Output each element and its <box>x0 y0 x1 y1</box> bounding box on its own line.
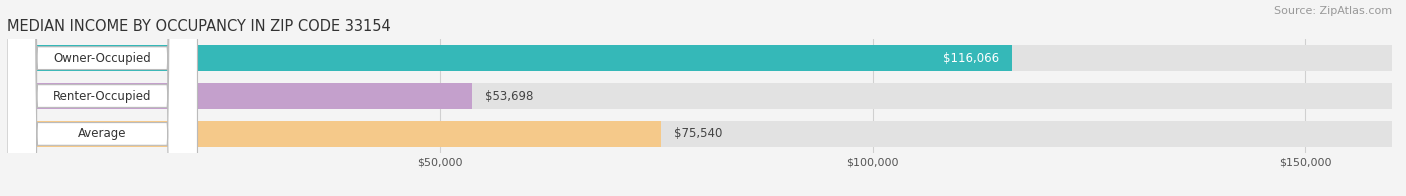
Text: Owner-Occupied: Owner-Occupied <box>53 52 150 65</box>
FancyBboxPatch shape <box>7 0 197 196</box>
Text: $116,066: $116,066 <box>942 52 998 65</box>
Text: $75,540: $75,540 <box>673 127 723 140</box>
FancyBboxPatch shape <box>7 0 197 196</box>
Bar <box>7 121 661 147</box>
Text: $53,698: $53,698 <box>485 90 533 103</box>
Text: Renter-Occupied: Renter-Occupied <box>53 90 152 103</box>
FancyBboxPatch shape <box>7 0 197 196</box>
Text: Average: Average <box>77 127 127 140</box>
Text: Source: ZipAtlas.com: Source: ZipAtlas.com <box>1274 6 1392 16</box>
Bar <box>7 45 1012 71</box>
Bar <box>7 83 1392 109</box>
Bar <box>7 45 1392 71</box>
Text: MEDIAN INCOME BY OCCUPANCY IN ZIP CODE 33154: MEDIAN INCOME BY OCCUPANCY IN ZIP CODE 3… <box>7 19 391 34</box>
Bar <box>7 83 472 109</box>
Bar <box>7 121 1392 147</box>
